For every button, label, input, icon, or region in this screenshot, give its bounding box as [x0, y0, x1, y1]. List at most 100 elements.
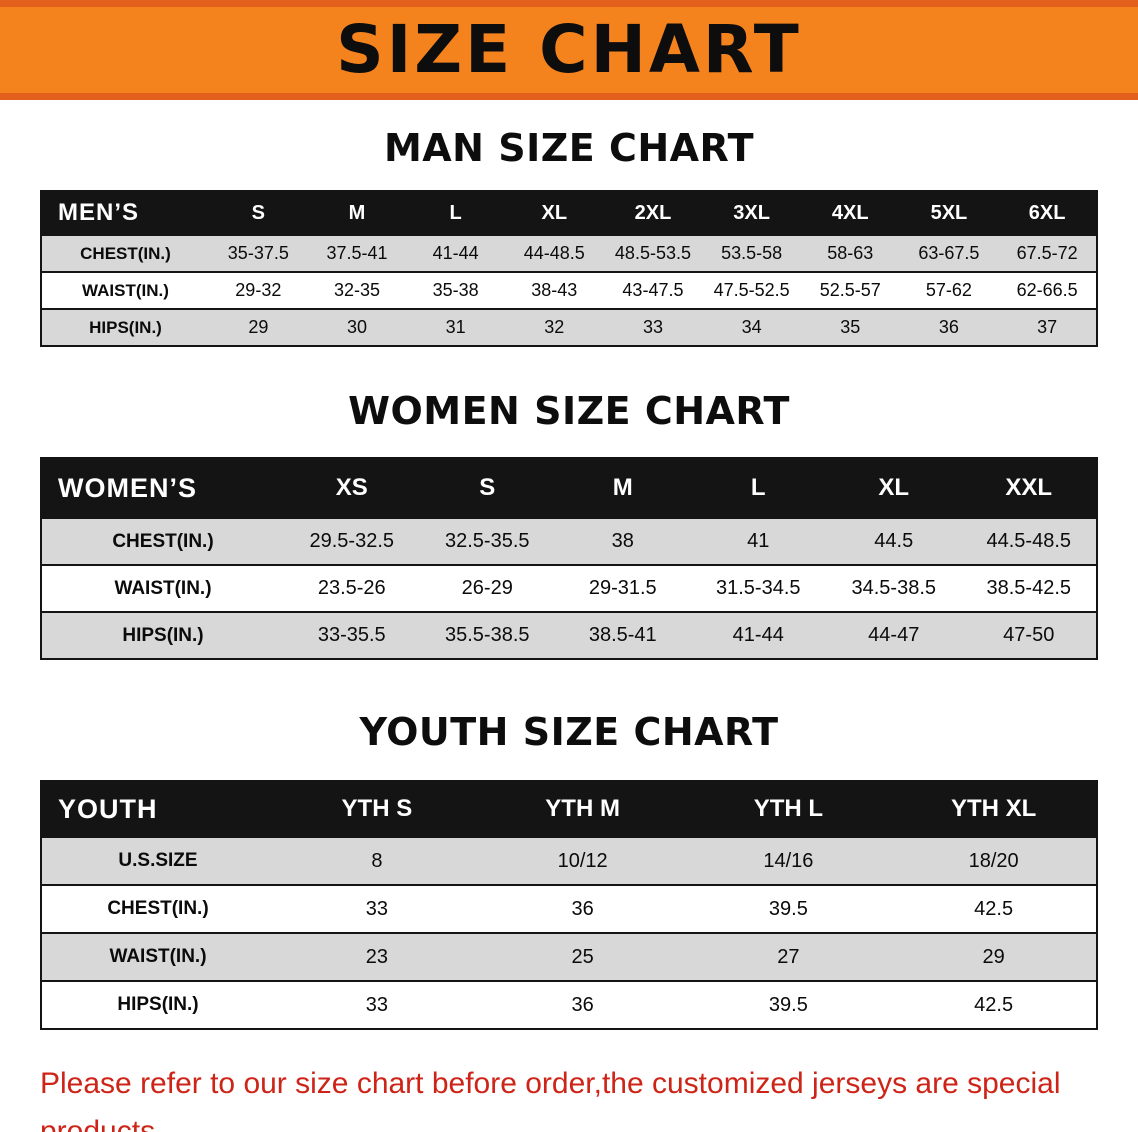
- table-cell: 35-37.5: [227, 243, 289, 263]
- table-cell: 29.5-32.5: [309, 530, 394, 552]
- table-cell: 29: [248, 317, 269, 337]
- table-title-cell: YOUTH: [41, 781, 274, 837]
- table-row: HIPS(IN.) 33-35.5 35.5-38.5 38.5-41 41-44 44-…: [41, 612, 1097, 659]
- table-cell: 27: [777, 945, 800, 968]
- table-cell: 44.5: [874, 530, 914, 552]
- column-header: 2XL: [603, 191, 703, 235]
- column-header: S: [209, 191, 308, 235]
- table-cell: 42.5: [974, 993, 1014, 1016]
- column-header: YTH M: [479, 781, 686, 837]
- row-label: HIPS(IN.): [122, 624, 204, 646]
- column-header: 4XL: [800, 191, 900, 235]
- table-cell: 31: [445, 317, 466, 337]
- column-header: 3XL: [702, 191, 801, 235]
- table-cell: 23: [365, 945, 388, 968]
- table-cell: 34.5-38.5: [851, 577, 936, 599]
- youth-size-table: YOUTH YTH S YTH M YTH L YTH XL U.S.SIZE 8 10/12…: [40, 780, 1098, 1030]
- table-cell: 34: [741, 317, 762, 337]
- table-cell: 23.5-26: [317, 577, 386, 599]
- table-cell: 39.5: [768, 993, 808, 1016]
- men-size-table: MEN’S S M L XL 2XL 3XL 4XL 5XL 6XL CHEST(IN.) 35-37…: [40, 190, 1098, 347]
- column-header: M: [307, 191, 407, 235]
- table-row: WAIST(IN.) 23 25 27 29: [41, 933, 1097, 981]
- women-size-table: WOMEN’S XS S M L XL XXL CHEST(IN.) 29.5-32.5 32.5…: [40, 457, 1098, 660]
- table-cell: 38: [611, 530, 634, 552]
- table-cell: 52.5-57: [819, 280, 881, 300]
- table-cell: 62-66.5: [1016, 280, 1078, 300]
- table-title-cell: MEN’S: [41, 191, 209, 235]
- table-cell: 33: [365, 993, 388, 1016]
- table-cell: 44.5-48.5: [986, 530, 1071, 552]
- table-cell: 37.5-41: [326, 243, 388, 263]
- table-cell: 36: [571, 897, 594, 920]
- table-cell: 44-48.5: [523, 243, 585, 263]
- table-cell: 14/16: [763, 849, 814, 872]
- table-cell: 31.5-34.5: [715, 577, 801, 599]
- banner-title: SIZE CHART: [336, 11, 802, 88]
- table-cell: 41: [747, 530, 770, 552]
- section-men: MAN SIZE CHART MEN’S S M L XL 2XL 3XL 4XL 5XL 6XL…: [0, 126, 1138, 347]
- row-label: WAIST(IN.): [109, 946, 207, 967]
- table-cell: 67.5-72: [1016, 243, 1078, 263]
- table-cell: 43-47.5: [622, 280, 684, 300]
- table-row: WAIST(IN.) 23.5-26 26-29 29-31.5 31.5-34.5 34…: [41, 565, 1097, 612]
- table-row: HIPS(IN.) 33 36 39.5 42.5: [41, 981, 1097, 1029]
- column-header: XS: [284, 458, 420, 518]
- column-header: YTH S: [274, 781, 480, 837]
- column-header: S: [419, 458, 555, 518]
- table-header-row: WOMEN’S XS S M L XL XXL: [41, 458, 1097, 518]
- table-cell: 63-67.5: [918, 243, 980, 263]
- column-header: 5XL: [899, 191, 999, 235]
- table-cell: 8: [371, 849, 383, 872]
- table-cell: 29: [982, 945, 1005, 968]
- table-cell: 35-38: [432, 280, 479, 300]
- table-row: CHEST(IN.) 29.5-32.5 32.5-35.5 38 41 44.5 44.5…: [41, 518, 1097, 565]
- table-row: CHEST(IN.) 33 36 39.5 42.5: [41, 885, 1097, 933]
- table-cell: 38.5-42.5: [986, 577, 1071, 599]
- table-cell: 33-35.5: [317, 624, 386, 646]
- disclaimer-line-1: Please refer to our size chart before or…: [40, 1067, 1061, 1132]
- table-cell: 26-29: [461, 577, 513, 599]
- row-label: WAIST(IN.): [82, 280, 169, 300]
- table-cell: 39.5: [768, 897, 808, 920]
- table-cell: 35.5-38.5: [444, 624, 530, 646]
- table-cell: 41-44: [432, 243, 479, 263]
- row-label: CHEST(IN.): [80, 243, 171, 263]
- men-section-heading: MAN SIZE CHART: [383, 126, 755, 170]
- table-cell: 38.5-41: [588, 624, 657, 646]
- table-cell: 36: [571, 993, 594, 1016]
- row-label: WAIST(IN.): [114, 577, 212, 599]
- table-cell: 33: [642, 317, 663, 337]
- table-cell: 29-31.5: [588, 577, 657, 599]
- table-cell: 44-47: [868, 624, 920, 646]
- table-cell: 33: [365, 897, 388, 920]
- column-header: 6XL: [998, 191, 1097, 235]
- column-header: XXL: [961, 458, 1097, 518]
- table-cell: 53.5-58: [721, 243, 783, 263]
- table-row: U.S.SIZE 8 10/12 14/16 18/20: [41, 837, 1097, 885]
- column-header: YTH L: [685, 781, 892, 837]
- table-header-row: MEN’S S M L XL 2XL 3XL 4XL 5XL 6XL: [41, 191, 1097, 235]
- column-header: XL: [826, 458, 962, 518]
- column-header: YTH XL: [891, 781, 1097, 837]
- table-cell: 37: [1037, 317, 1058, 337]
- section-women: WOMEN SIZE CHART WOMEN’S XS S M L XL XXL CHEST(…: [0, 389, 1138, 660]
- row-label: CHEST(IN.): [107, 898, 209, 919]
- column-header: L: [690, 458, 826, 518]
- table-header-row: YOUTH YTH S YTH M YTH L YTH XL: [41, 781, 1097, 837]
- table-cell: 42.5: [974, 897, 1014, 920]
- table-cell: 10/12: [557, 849, 608, 872]
- row-label: CHEST(IN.): [112, 530, 214, 552]
- table-cell: 18/20: [968, 849, 1019, 872]
- column-header: XL: [504, 191, 604, 235]
- column-header: L: [406, 191, 505, 235]
- section-youth: YOUTH SIZE CHART YOUTH YTH S YTH M YTH L YTH…: [0, 710, 1138, 1030]
- table-cell: 32: [544, 317, 565, 337]
- table-cell: 35: [840, 317, 861, 337]
- table-cell: 29-32: [235, 280, 282, 300]
- table-cell: 41-44: [732, 624, 784, 646]
- column-header: M: [555, 458, 691, 518]
- table-row: CHEST(IN.) 35-37.5 37.5-41 41-44 44-48.5 48.5…: [41, 235, 1097, 272]
- table-cell: 38-43: [531, 280, 578, 300]
